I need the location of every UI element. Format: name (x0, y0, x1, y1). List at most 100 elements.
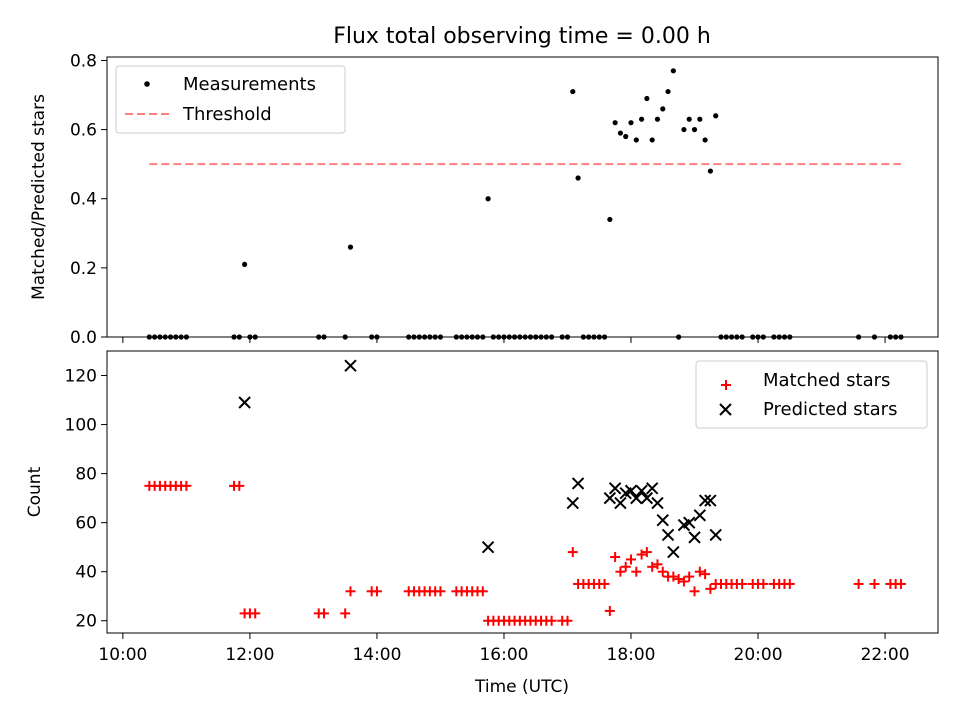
matched-star-marker (678, 576, 689, 587)
measurement-point (670, 68, 676, 74)
measurement-point (691, 126, 698, 133)
measurement-point (633, 137, 639, 143)
measurement-point (707, 168, 714, 174)
matched-star-marker (689, 586, 700, 597)
x-tick-label: 10:00 (98, 645, 147, 665)
bottom-y-tick-label: 120 (65, 367, 97, 387)
predicted-star-marker (614, 496, 627, 510)
predicted-star-marker (656, 513, 669, 527)
top-y-tick-label: 0.8 (70, 51, 97, 71)
matched-star-marker (477, 586, 488, 597)
matched-star-marker (181, 480, 192, 491)
bottom-y-ticks: 20 40 60 80 100 120 (65, 367, 107, 632)
predicted-star-marker (635, 484, 648, 497)
measurement-point (623, 133, 629, 140)
matched-star-marker (636, 549, 647, 560)
matched-star-marker (319, 608, 330, 619)
x-tick-label: 20:00 (734, 645, 783, 665)
matched-star-marker (599, 578, 610, 589)
bottom-y-axis-label: Count (25, 466, 45, 517)
predicted-star-marker (688, 531, 701, 544)
x-tick-label: 14:00 (352, 645, 401, 665)
matched-star-marker (668, 571, 679, 582)
top-panel: 0.00.20.40.60.8 Matched/Predicted stars … (29, 51, 939, 348)
measurement-point (628, 120, 634, 126)
matched-star-marker (694, 566, 705, 577)
matched-star-marker (657, 566, 668, 577)
predicted-star-marker (683, 516, 696, 529)
matched-star-marker (784, 578, 795, 589)
bottom-plot-area (144, 359, 906, 626)
matched-star-marker (435, 586, 446, 597)
matched-star-marker (371, 586, 382, 597)
chart-title: Flux total observing time = 0.00 h (333, 24, 711, 49)
bottom-panel: 20 40 60 80 100 120 10:00 12:00 14:00 16:00 18:00… (25, 350, 939, 697)
top-y-tick-label: 0.4 (70, 190, 97, 210)
top-legend: Measurements Threshold (115, 65, 346, 134)
measurement-point (607, 216, 613, 223)
measurement-point (644, 95, 650, 102)
matched-star-marker (647, 561, 658, 572)
measurement-point (570, 88, 576, 95)
matched-star-marker (895, 578, 906, 589)
measurement-point (638, 116, 645, 122)
measurement-point (697, 116, 703, 122)
predicted-star-marker (481, 540, 495, 554)
measurement-point (665, 88, 671, 95)
x-tick-label: 12:00 (225, 645, 274, 665)
measurement-point (347, 244, 354, 250)
legend-predicted-marker (719, 403, 732, 416)
top-y-axis-label: Matched/Predicted stars (29, 94, 49, 300)
matched-star-marker (604, 605, 615, 616)
legend-measurements-marker (144, 81, 150, 87)
bottom-axes-frame (106, 350, 939, 634)
predicted-star-marker (571, 477, 585, 490)
matched-star-marker (615, 566, 626, 577)
predicted-star-marker (667, 545, 680, 559)
bottom-y-tick-label: 80 (75, 465, 97, 485)
top-axes-frame (106, 56, 939, 338)
legend-matched-label: Matched stars (763, 370, 890, 391)
matched-star-marker (345, 586, 356, 597)
top-legend-box (115, 65, 346, 134)
matched-star-marker (546, 615, 557, 626)
predicted-star-marker (640, 491, 654, 505)
matched-star-marker (610, 551, 621, 562)
matched-star-marker (673, 574, 684, 585)
legend-threshold-label: Threshold (182, 104, 272, 125)
measurement-point (686, 116, 692, 122)
legend-measurements-label: Measurements (183, 74, 316, 95)
predicted-star-marker (608, 482, 622, 495)
matched-star-marker (853, 578, 864, 589)
predicted-star-marker (698, 494, 712, 507)
predicted-star-marker (704, 494, 717, 507)
x-tick-label: 18:00 (607, 645, 656, 665)
bottom-y-tick-label: 60 (75, 514, 97, 534)
predicted-star-marker (709, 528, 722, 542)
legend-matched-marker (721, 380, 731, 390)
predicted-star-marker (693, 509, 707, 522)
bottom-x-ticks: 10:00 12:00 14:00 16:00 18:00 20:00 22:00 (98, 633, 910, 665)
x-tick-label: 22:00 (861, 645, 910, 665)
measurement-point (575, 175, 581, 181)
measurement-point (654, 116, 661, 122)
measurement-point (242, 261, 248, 268)
matched-star-marker (626, 554, 637, 565)
predicted-star-marker (630, 491, 643, 505)
bottom-y-tick-label: 100 (65, 416, 97, 436)
matched-star-marker (234, 480, 245, 491)
predicted-star-marker (661, 528, 675, 542)
measurement-point (681, 126, 687, 133)
predicted-star-marker (566, 496, 579, 510)
top-y-tick-label: 0.2 (70, 259, 97, 279)
predicted-star-marker (344, 359, 357, 372)
measurement-point (702, 137, 708, 143)
matched-star-marker (652, 559, 663, 570)
bottom-legend-box (695, 360, 928, 429)
measurement-point (485, 196, 491, 202)
measurement-point (617, 130, 624, 136)
bottom-legend: Matched stars Predicted stars (695, 360, 928, 429)
bottom-y-tick-label: 40 (75, 563, 97, 583)
predicted-star-marker (603, 491, 617, 505)
